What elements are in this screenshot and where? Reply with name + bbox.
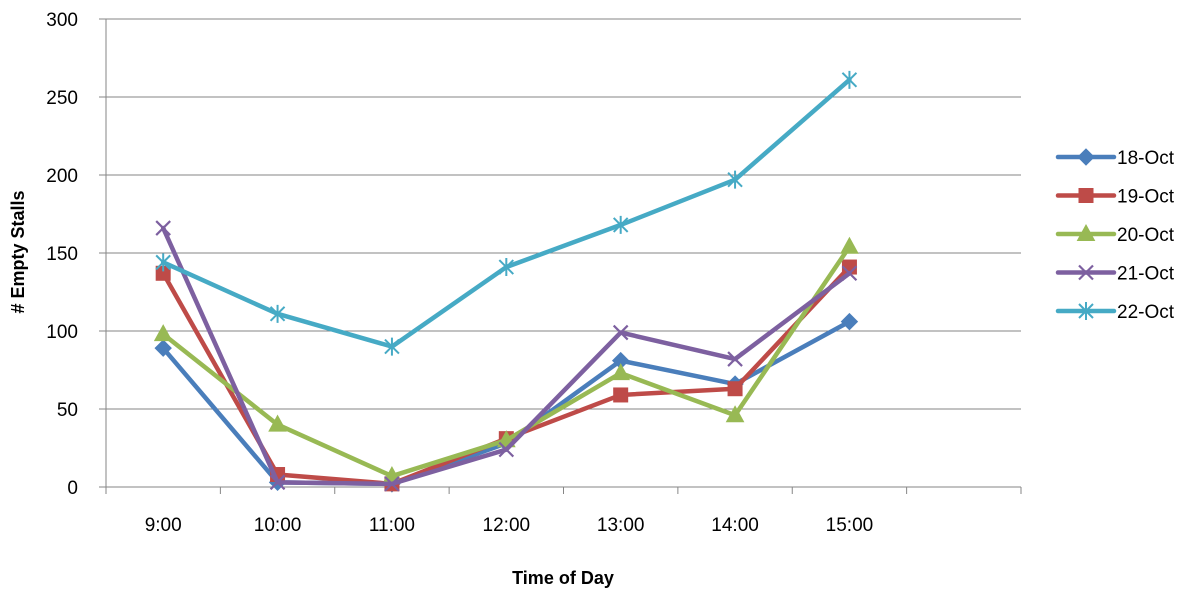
data-point (269, 304, 286, 323)
y-tick-label: 200 (46, 166, 78, 187)
legend: 18-Oct 19-Oct 20-Oct 21-Oct 22-Oct (1055, 148, 1175, 323)
x-tick-label: 11:00 (369, 515, 415, 536)
legend-label: 20-Oct (1117, 225, 1175, 246)
data-point (840, 312, 859, 331)
legend-item: 20-Oct (1055, 223, 1175, 246)
x-tick-label: 13:00 (597, 515, 645, 536)
data-point (155, 253, 171, 272)
legend-label: 21-Oct (1117, 264, 1175, 285)
series-21-Oct (155, 220, 858, 492)
data-point (384, 337, 400, 356)
data-point (841, 70, 858, 89)
y-tick-label: 50 (57, 400, 78, 421)
data-point (268, 414, 287, 432)
y-axis-title: # Empty Stalls (8, 190, 28, 313)
legend-item: 19-Oct (1055, 187, 1175, 208)
series-22-Oct (155, 70, 858, 356)
gridlines (106, 18, 1021, 410)
data-point (613, 387, 629, 403)
data-point (840, 236, 859, 254)
series-line (160, 77, 852, 349)
legend-marker (1077, 148, 1095, 166)
legend-marker (1078, 302, 1094, 320)
legend-marker (1078, 188, 1094, 203)
x-tick-label: 10:00 (254, 515, 302, 536)
legend-label: 19-Oct (1117, 187, 1175, 208)
y-tick-labels: 0 50 100 150 200 250 300 (46, 10, 78, 499)
legend-item: 18-Oct (1055, 148, 1175, 169)
legend-item: 22-Oct (1055, 302, 1175, 323)
legend-item: 21-Oct (1055, 264, 1175, 285)
x-tick-label: 15:00 (826, 515, 874, 536)
data-point (611, 363, 631, 381)
data-point (727, 351, 743, 367)
data-point (153, 324, 173, 342)
data-point (727, 170, 743, 189)
x-tick-label: 14:00 (711, 515, 759, 536)
legend-marker (1078, 264, 1094, 281)
x-tick-labels: 9:00 10:00 11:00 12:00 13:00 14:00 15:00 (145, 515, 874, 536)
y-tick-label: 250 (46, 88, 78, 109)
data-point (727, 381, 743, 397)
data-point (498, 258, 515, 277)
data-point (841, 265, 858, 282)
y-tick-label: 0 (67, 478, 78, 499)
x-tick-label: 12:00 (483, 515, 531, 536)
y-tick-label: 150 (46, 244, 78, 265)
legend-marker (1076, 223, 1096, 241)
data-point (154, 339, 172, 357)
data-point (155, 220, 171, 236)
data-point (612, 215, 629, 234)
legend-label: 22-Oct (1117, 302, 1175, 323)
data-point (384, 476, 400, 492)
y-tick-label: 100 (46, 322, 78, 343)
legend-label: 18-Oct (1117, 148, 1175, 169)
data-point (612, 324, 629, 341)
data-point (498, 441, 515, 458)
series-18-Oct (154, 312, 859, 493)
x-tick-label: 9:00 (145, 515, 182, 536)
data-point (269, 474, 286, 491)
x-axis-title: Time of Day (512, 568, 614, 588)
axes (99, 18, 1022, 494)
series-lines (153, 70, 859, 493)
y-tick-label: 300 (46, 10, 78, 31)
data-point (725, 405, 745, 423)
